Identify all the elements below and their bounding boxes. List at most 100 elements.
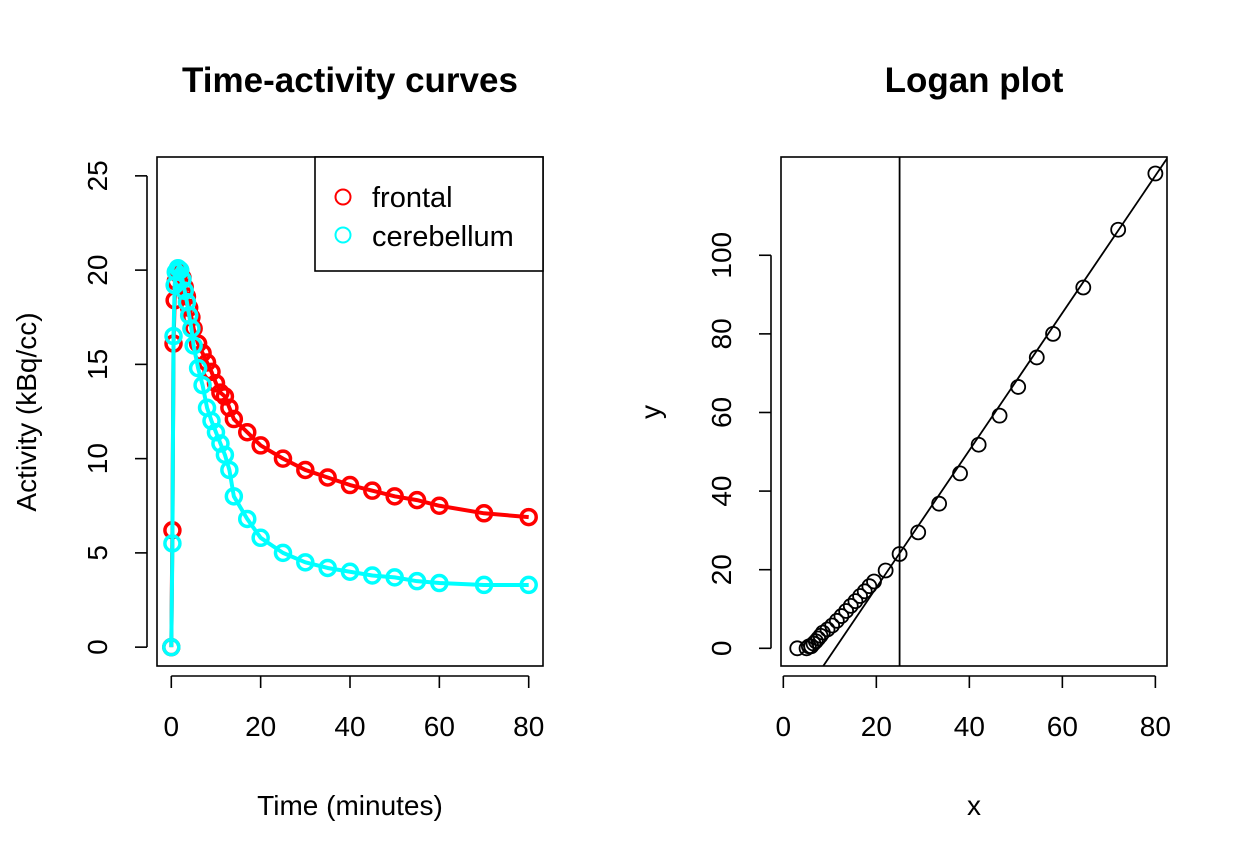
- tac-x-tick-label: 80: [513, 711, 544, 742]
- legend-marker-frontal: [334, 188, 352, 206]
- data-point-cerebellum: [175, 281, 194, 301]
- logan-x-tick-label: 40: [954, 711, 985, 742]
- logan-data-point: [1075, 279, 1092, 296]
- logan-y-tick-label: 80: [706, 318, 737, 349]
- logan-title: Logan plot: [885, 61, 1064, 100]
- logan-data-point: [828, 612, 845, 629]
- logan-data-point: [838, 603, 855, 619]
- tac-title: Time-activity curves: [182, 61, 518, 100]
- data-point-cerebellum: [182, 319, 201, 338]
- logan-data-point: [952, 465, 968, 482]
- data-point-cerebellum: [188, 358, 208, 378]
- tac-y-axis-label: Activity (kBq/cc): [11, 312, 42, 511]
- tac-legend-box: [314, 156, 544, 272]
- logan-data-point: [1010, 379, 1027, 395]
- tac-x-axis-label: Time (minutes): [257, 790, 443, 821]
- logan-data-point: [824, 617, 841, 634]
- logan-axes: 0 20 40 60 80 0 20 40 60 80 100: [706, 232, 1171, 742]
- data-point-cerebellum: [224, 487, 244, 506]
- logan-y-tick-label: 40: [706, 476, 737, 507]
- logan-data-point: [891, 546, 908, 562]
- data-point-frontal: [237, 422, 257, 442]
- logan-data-point: [991, 407, 1008, 424]
- tac-axes: 0 20 40 60 80 0 5 10 15 20 25: [82, 160, 544, 742]
- data-point-frontal: [385, 487, 404, 506]
- data-point-cerebellum: [385, 568, 404, 587]
- tac-y-tick-label: 15: [82, 349, 113, 380]
- logan-data-point: [842, 597, 859, 614]
- data-point-cerebellum: [184, 336, 203, 355]
- tac-x-tick-label: 0: [164, 711, 180, 742]
- data-point-frontal: [224, 409, 244, 429]
- logan-y-tick-label: 100: [706, 232, 737, 279]
- data-point-cerebellum: [430, 573, 449, 593]
- logan-data-point: [856, 583, 873, 600]
- tac-y-tick-label: 0: [82, 639, 113, 655]
- data-point-cerebellum: [164, 326, 183, 346]
- logan-y-tick-label: 20: [706, 554, 737, 585]
- tac-x-tick-label: 20: [245, 711, 276, 742]
- tac-legend: frontal cerebellum: [314, 156, 544, 272]
- logan-x-axis-label: x: [967, 790, 981, 821]
- tac-y-tick-label: 20: [82, 255, 113, 286]
- tac-x-tick-label: 60: [424, 711, 455, 742]
- legend-marker-cerebellum: [334, 226, 352, 244]
- tac-x-tick-label: 40: [334, 711, 365, 742]
- logan-data-point: [819, 621, 836, 638]
- data-point-cerebellum: [519, 575, 538, 595]
- logan-x-tick-label: 20: [861, 711, 892, 742]
- data-point-frontal: [251, 436, 270, 455]
- data-point-cerebellum: [363, 566, 382, 585]
- logan-series-layer: [789, 157, 1168, 667]
- logan-data-point: [861, 578, 878, 595]
- data-point-frontal: [430, 496, 449, 516]
- logan-y-tick-label: 0: [706, 641, 737, 657]
- data-point-frontal: [407, 490, 427, 510]
- logan-data-point: [1028, 349, 1045, 366]
- tac-y-tick-label: 5: [82, 545, 113, 561]
- logan-data-point: [1045, 325, 1061, 342]
- legend-label-cerebellum: cerebellum: [372, 221, 514, 253]
- data-point-cerebellum: [193, 375, 212, 395]
- logan-data-point: [847, 593, 864, 610]
- data-point-cerebellum: [318, 558, 337, 578]
- logan-data-point: [877, 562, 894, 579]
- logan-y-axis-label: y: [635, 405, 666, 419]
- data-point-frontal: [340, 475, 360, 495]
- logan-plot-frame: [780, 156, 1168, 667]
- logan-data-point: [852, 588, 868, 604]
- data-point-frontal: [363, 481, 382, 500]
- logan-data-point: [931, 495, 948, 512]
- data-point-cerebellum: [170, 260, 190, 280]
- data-point-cerebellum: [237, 509, 257, 529]
- data-point-frontal: [519, 507, 538, 527]
- logan-x-tick-label: 80: [1140, 711, 1171, 742]
- data-point-frontal: [474, 504, 494, 523]
- data-point-frontal: [296, 460, 315, 480]
- data-point-cerebellum: [220, 460, 239, 480]
- data-point-cerebellum: [162, 637, 181, 657]
- tac-chart: Time-activity curves 0 20 40 60 80 0 5 10 15 20 25…: [11, 61, 544, 821]
- logan-chart: Logan plot 0 20 40 60 80 0 20 40 60 80 100 x y: [635, 61, 1171, 821]
- data-point-cerebellum: [173, 270, 192, 289]
- tac-y-tick-label: 25: [82, 160, 113, 191]
- series-line-cerebellum: [169, 266, 529, 648]
- logan-data-point: [833, 608, 850, 624]
- data-point-cerebellum: [474, 575, 494, 595]
- legend-label-frontal: frontal: [372, 182, 453, 214]
- data-point-cerebellum: [340, 562, 360, 581]
- logan-x-tick-label: 0: [776, 711, 792, 742]
- data-point-cerebellum: [251, 528, 270, 548]
- tac-series-layer: [162, 258, 538, 657]
- logan-data-point: [1147, 165, 1164, 182]
- logan-data-point: [866, 573, 882, 590]
- data-point-cerebellum: [163, 534, 182, 553]
- logan-y-tick-label: 60: [706, 397, 737, 428]
- data-point-frontal: [318, 468, 337, 487]
- data-point-cerebellum: [407, 571, 427, 591]
- logan-data-point: [910, 524, 927, 541]
- logan-data-point: [1110, 221, 1127, 238]
- logan-x-tick-label: 60: [1047, 711, 1078, 742]
- data-point-cerebellum: [273, 543, 293, 563]
